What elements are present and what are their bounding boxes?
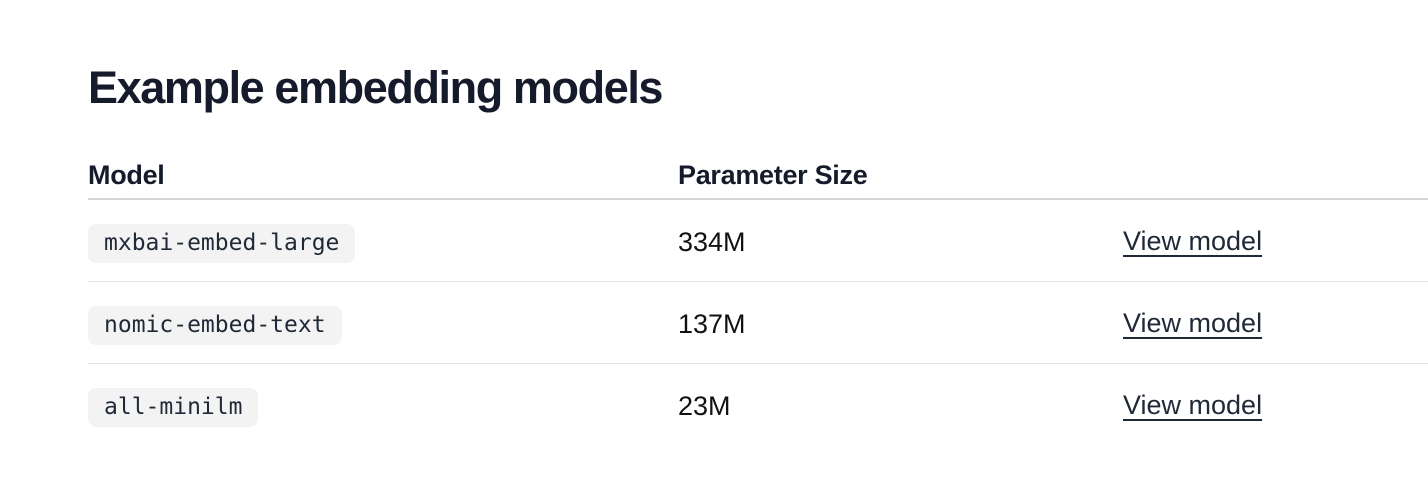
model-name-code: mxbai-embed-large bbox=[88, 224, 356, 263]
view-model-link[interactable]: View model bbox=[1123, 390, 1263, 420]
parameter-size-value: 23M bbox=[678, 391, 731, 421]
table-row: nomic-embed-text 137M View model bbox=[88, 282, 1428, 364]
view-model-link[interactable]: View model bbox=[1123, 226, 1263, 256]
models-table: Model Parameter Size mxbai-embed-large 3… bbox=[88, 150, 1428, 446]
model-name-code: all-minilm bbox=[88, 388, 259, 427]
table-row: mxbai-embed-large 334M View model bbox=[88, 200, 1428, 282]
table-header: Model Parameter Size bbox=[88, 150, 1428, 200]
column-header-model: Model bbox=[88, 160, 165, 190]
section-title: Example embedding models bbox=[88, 62, 663, 113]
parameter-size-value: 334M bbox=[678, 227, 746, 257]
parameter-size-value: 137M bbox=[678, 309, 746, 339]
table-row: all-minilm 23M View model bbox=[88, 364, 1428, 446]
view-model-link[interactable]: View model bbox=[1123, 308, 1263, 338]
column-header-parameter-size: Parameter Size bbox=[678, 160, 868, 190]
model-name-code: nomic-embed-text bbox=[88, 306, 342, 345]
embedding-models-section: Example embedding models Model Parameter… bbox=[88, 0, 1428, 494]
